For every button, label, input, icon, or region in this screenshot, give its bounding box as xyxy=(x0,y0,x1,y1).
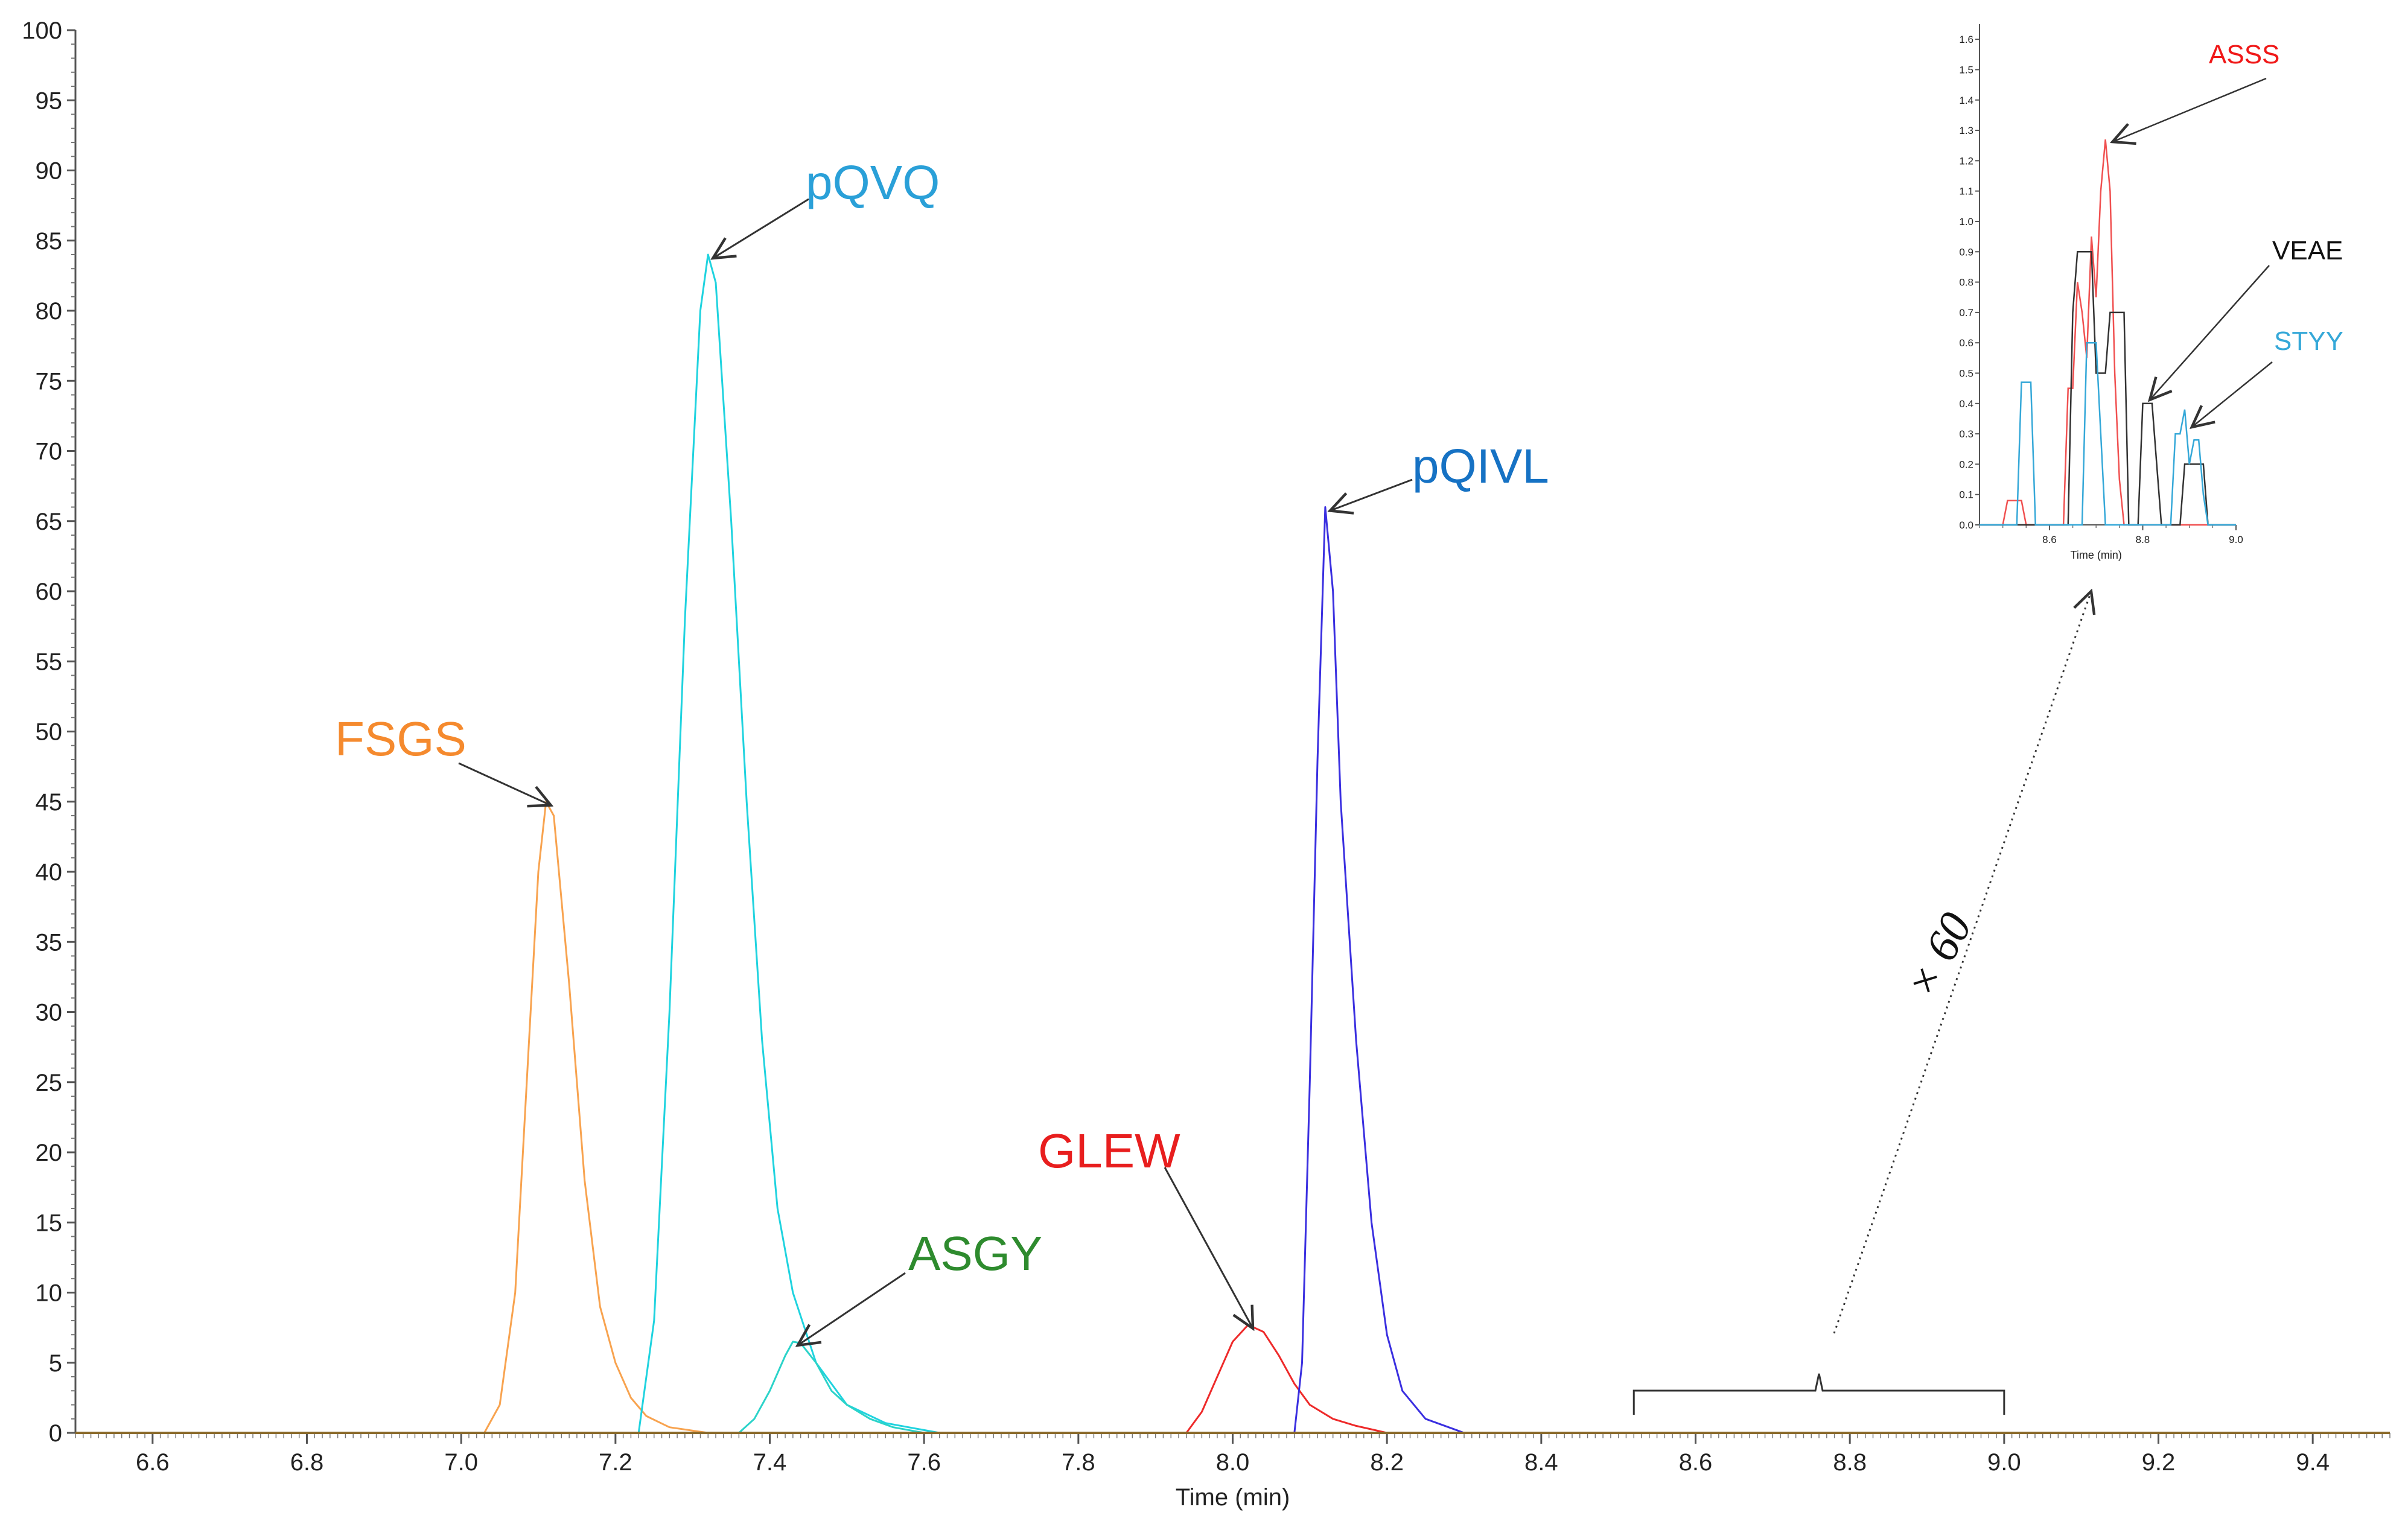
y-tick-label: 25 xyxy=(36,1070,63,1096)
x-tick-label: 6.6 xyxy=(136,1449,170,1476)
x-tick-label: 8.4 xyxy=(1524,1449,1558,1476)
series-line-asgy xyxy=(738,1341,925,1434)
y-tick-label: 70 xyxy=(36,439,63,465)
series-line-pqvq xyxy=(637,253,940,1434)
peak-label-pqvq: pQVQ xyxy=(806,156,940,209)
inset-arrow-styy xyxy=(2192,361,2273,427)
peak-arrow-pqvq xyxy=(713,198,809,258)
inset-y-tick-label: 1.3 xyxy=(1959,125,1973,136)
inset-y-tick-label: 0.5 xyxy=(1959,367,1973,379)
x-tick-label: 8.6 xyxy=(1679,1449,1713,1476)
y-tick-label: 0 xyxy=(49,1420,62,1447)
inset-label-asss: ASSS xyxy=(2209,40,2279,69)
x-tick-label: 7.4 xyxy=(753,1449,787,1476)
inset-x-tick-label: 8.6 xyxy=(2042,534,2057,545)
x-tick-label: 7.2 xyxy=(599,1449,632,1476)
inset-y-tick-label: 0.7 xyxy=(1959,307,1973,319)
peak-label-asgy: ASGY xyxy=(908,1227,1042,1280)
x-axis-title: Time (min) xyxy=(1176,1484,1290,1511)
x-tick-label: 9.0 xyxy=(1987,1449,2021,1476)
x-tick-label: 8.0 xyxy=(1216,1449,1250,1476)
series-line-glew xyxy=(1185,1324,1387,1434)
inset-y-tick-label: 1.1 xyxy=(1959,186,1973,197)
y-tick-label: 55 xyxy=(36,649,63,675)
y-tick-label: 80 xyxy=(36,298,63,325)
peak-label-pqivl: pQIVL xyxy=(1412,439,1549,493)
zoom-bracket xyxy=(1632,1373,2005,1415)
peak-label-fsgs: FSGS xyxy=(335,712,467,766)
inset-y-tick-label: 1.0 xyxy=(1959,216,1973,227)
y-tick-label: 30 xyxy=(36,1000,63,1026)
y-tick-label: 10 xyxy=(36,1280,63,1307)
y-tick-label: 20 xyxy=(36,1140,63,1166)
y-tick-label: 15 xyxy=(36,1210,63,1236)
inset-y-tick-label: 0.4 xyxy=(1959,398,1973,410)
inset-label-veae: VEAE xyxy=(2272,236,2343,265)
x-tick-label: 6.8 xyxy=(290,1449,324,1476)
inset-series-line-asss xyxy=(1980,139,2236,526)
inset-label-styy: STYY xyxy=(2274,326,2343,356)
series-line-pqivl xyxy=(1293,506,1465,1434)
inset-y-tick-label: 1.6 xyxy=(1959,34,1973,45)
y-tick-label: 65 xyxy=(36,509,63,535)
y-tick-label: 90 xyxy=(36,158,63,185)
magnification-label: × 60 xyxy=(1896,904,1982,1006)
peak-arrow-fsgs xyxy=(458,762,551,805)
inset-x-axis-title: Time (min) xyxy=(2071,549,2122,561)
x-tick-label: 7.8 xyxy=(1062,1449,1095,1476)
inset-y-tick-label: 0.9 xyxy=(1959,246,1973,258)
x-tick-label: 8.2 xyxy=(1370,1449,1404,1476)
inset-y-tick-label: 0.3 xyxy=(1959,428,1973,440)
y-tick-label: 85 xyxy=(36,228,63,255)
x-tick-label: 8.8 xyxy=(1833,1449,1867,1476)
inset-plot: 0.0 0.1 0.2 0.3 0.4 0.5 0.6 0.7 0.8 0.9 1.0 1.1 1.2 1… xyxy=(1959,24,2343,561)
inset-y-tick-label: 0.1 xyxy=(1959,489,1973,501)
y-tick-label: 5 xyxy=(49,1350,62,1377)
inset-y-tick-label: 0.2 xyxy=(1959,459,1973,470)
peak-arrow-asgy xyxy=(798,1272,906,1345)
x-tick-label: 7.6 xyxy=(907,1449,941,1476)
y-tick-label: 40 xyxy=(36,859,63,886)
main-plot: 0 5 10 15 20 25 30 35 40 45 50 55 60 65 70 75 80 85 90 95 10… xyxy=(22,17,2390,1511)
peak-arrow-pqivl xyxy=(1330,478,1413,511)
y-tick-label: 35 xyxy=(36,929,63,956)
zoom-arrow xyxy=(1833,591,2091,1334)
inset-y-tick-label: 1.5 xyxy=(1959,64,1973,75)
y-tick-label: 60 xyxy=(36,579,63,605)
inset-arrow-veae xyxy=(2150,265,2270,400)
inset-x-tick-label: 8.8 xyxy=(2136,534,2150,545)
y-tick-label: 100 xyxy=(22,17,62,44)
y-tick-label: 50 xyxy=(36,719,63,746)
peak-label-glew: GLEW xyxy=(1038,1124,1180,1178)
inset-arrow-asss xyxy=(2112,77,2267,142)
inset-y-tick-label: 0.0 xyxy=(1959,519,1973,531)
inset-y-tick-label: 1.4 xyxy=(1959,95,1973,106)
y-tick-label: 95 xyxy=(36,87,63,114)
peak-arrow-glew xyxy=(1164,1167,1253,1328)
inset-x-tick-label: 9.0 xyxy=(2229,534,2243,545)
x-tick-label: 9.4 xyxy=(2296,1449,2330,1476)
y-tick-label: 45 xyxy=(36,789,63,816)
inset-y-tick-label: 0.6 xyxy=(1959,337,1973,349)
y-tick-label: 75 xyxy=(36,368,63,395)
x-tick-label: 9.2 xyxy=(2142,1449,2176,1476)
inset-y-tick-label: 1.2 xyxy=(1959,155,1973,167)
inset-series-line-styy xyxy=(1980,341,2236,526)
x-tick-label: 7.0 xyxy=(444,1449,478,1476)
inset-y-tick-label: 0.8 xyxy=(1959,277,1973,288)
